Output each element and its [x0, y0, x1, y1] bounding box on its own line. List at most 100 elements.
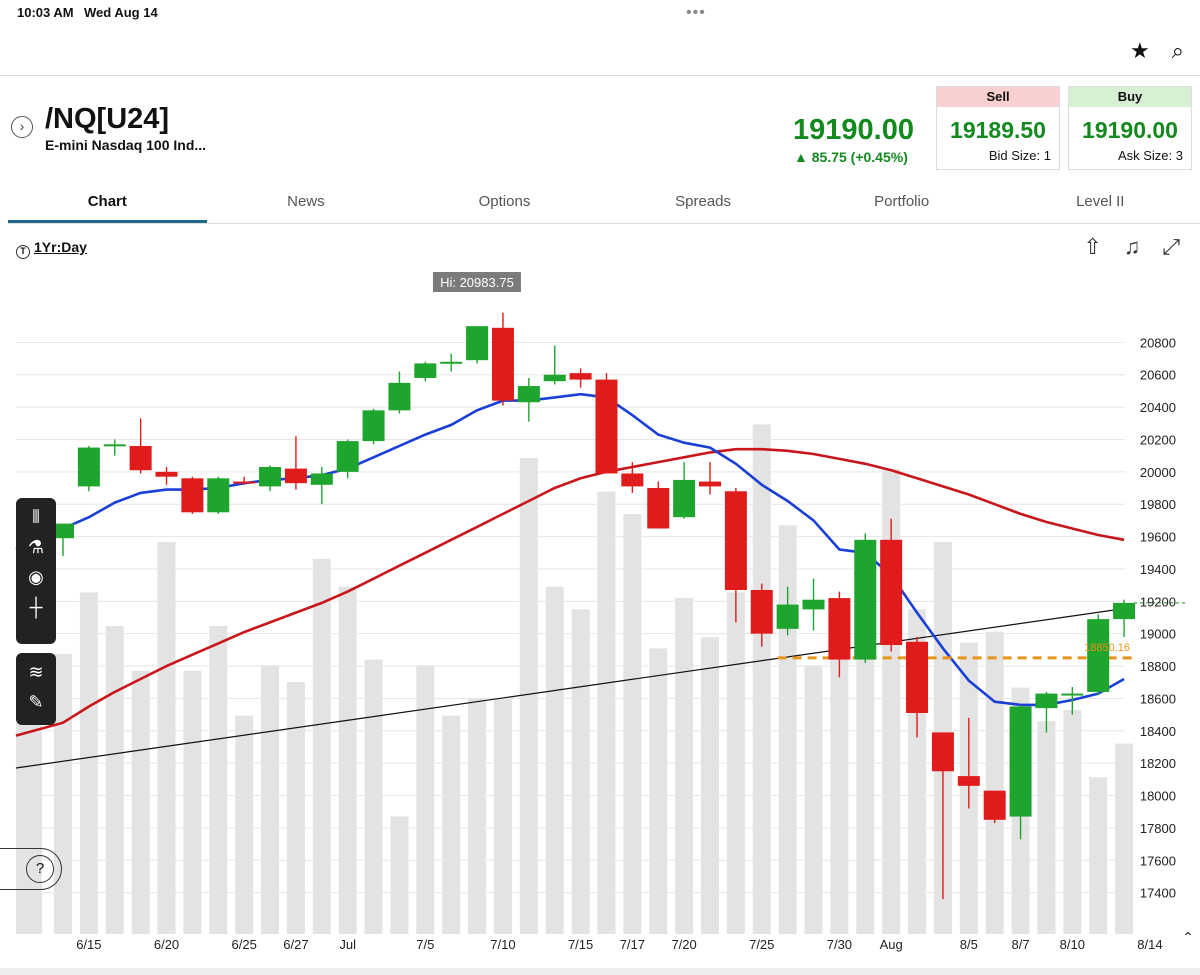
- date-axis-label: 8/5: [960, 937, 978, 952]
- date-axis-label: 7/5: [416, 937, 434, 952]
- candle-up: [1061, 693, 1084, 696]
- price-axis-label: 19600: [1140, 530, 1176, 545]
- candle-up: [802, 599, 825, 610]
- crosshair-icon[interactable]: ┼: [29, 597, 43, 617]
- volume-bar: [752, 424, 771, 934]
- volume-bar: [856, 609, 875, 934]
- tab-level-ii[interactable]: Level II: [1076, 193, 1125, 210]
- symbol-title: /NQ[U24]: [45, 103, 170, 135]
- header-divider: [0, 75, 1200, 76]
- date-axis-label: 8/10: [1060, 937, 1085, 952]
- candle-down: [491, 327, 514, 401]
- multitask-dots-icon[interactable]: •••: [686, 4, 706, 21]
- volume-bar: [597, 491, 616, 934]
- price-axis-label: 17400: [1140, 886, 1176, 901]
- tab-chart[interactable]: Chart: [8, 186, 207, 223]
- status-bar: 10:03 AM Wed Aug 14 •••: [0, 0, 1200, 26]
- date-axis-label: 6/20: [154, 937, 179, 952]
- alert-bell-icon[interactable]: ♫: [1123, 234, 1141, 259]
- candle-up: [673, 479, 696, 518]
- volume-bar: [1115, 743, 1134, 934]
- price-axis-label: 20200: [1140, 432, 1176, 447]
- volume-bar: [183, 670, 202, 934]
- volume-bar: [519, 458, 538, 934]
- date-axis-label: 7/20: [671, 937, 696, 952]
- volume-bar: [338, 586, 357, 934]
- chart-type-candles-icon[interactable]: ⫴: [32, 507, 40, 527]
- buy-quote-button[interactable]: Buy 19190.00 Ask Size: 3: [1068, 86, 1192, 170]
- price-axis-label: 20600: [1140, 368, 1176, 383]
- candle-down: [880, 539, 903, 646]
- chart-actions: ⇧ ♫ ⤢: [1083, 234, 1180, 260]
- volume-bar: [804, 665, 823, 934]
- sell-quote-button[interactable]: Sell 19189.50 Bid Size: 1: [936, 86, 1060, 170]
- candle-down: [284, 468, 307, 484]
- price-axis-label: 18400: [1140, 724, 1176, 739]
- volume-bar: [571, 609, 590, 934]
- candle-down: [595, 379, 618, 474]
- candle-down: [569, 373, 592, 380]
- price-axis-label: 19000: [1140, 627, 1176, 642]
- search-icon[interactable]: ⌕: [1171, 38, 1184, 63]
- candle-down: [233, 481, 256, 484]
- candle-up: [854, 539, 877, 660]
- candle-up: [1035, 693, 1058, 709]
- ask-price: 19190.00: [1082, 117, 1178, 143]
- watchlist-star-icon[interactable]: ★: [1129, 38, 1150, 63]
- volume-bar: [985, 631, 1004, 934]
- symbol-expand-chevron-icon[interactable]: ›: [11, 116, 33, 138]
- candle-up: [362, 410, 385, 442]
- price-chart[interactable]: 17400 17600 17800 18000 18200 18400 18600 18800…: [0, 262, 1200, 962]
- candle-up: [517, 386, 540, 403]
- ask-size: Ask Size: 3: [1117, 148, 1183, 163]
- bid-size: Bid Size: 1: [988, 148, 1051, 163]
- date-axis-label: 7/30: [827, 937, 852, 952]
- date-axis-label: 8/7: [1012, 937, 1030, 952]
- layers-icon[interactable]: ≋: [28, 662, 44, 682]
- date-axis-label: 6/25: [232, 937, 257, 952]
- candle-down: [828, 598, 851, 660]
- pencil-icon[interactable]: ✎: [28, 692, 44, 712]
- tab-portfolio[interactable]: Portfolio: [874, 193, 930, 210]
- volume-bar: [157, 542, 176, 934]
- volume-bar: [468, 698, 487, 934]
- share-icon[interactable]: ⇧: [1083, 234, 1102, 259]
- candle-up: [103, 444, 126, 447]
- candle-down: [724, 491, 747, 590]
- volume-bar: [261, 665, 280, 934]
- candle-down: [750, 589, 773, 634]
- help-icon: ?: [26, 855, 54, 883]
- volume-bar: [1063, 710, 1082, 934]
- candle-down: [647, 488, 670, 529]
- visibility-eye-icon[interactable]: ◉: [28, 567, 44, 587]
- studies-flask-icon[interactable]: ⚗: [27, 537, 45, 557]
- date-axis-label: 7/25: [749, 937, 774, 952]
- sell-label: Sell: [937, 87, 1059, 107]
- price-axis-label: 20800: [1140, 335, 1176, 350]
- tab-news[interactable]: News: [287, 193, 325, 210]
- date-axis-label: 7/10: [490, 937, 515, 952]
- candle-up: [336, 441, 359, 472]
- high-label: Hi: 20983.75: [440, 275, 514, 290]
- chart-range-selector[interactable]: T 1Yr:Day: [16, 239, 87, 259]
- status-date: Wed Aug 14: [84, 5, 158, 20]
- volume-bar: [54, 654, 72, 934]
- candle-up: [1087, 619, 1110, 692]
- chart-tools-panel: ⫴ ⚗ ◉ ┼: [16, 498, 56, 644]
- help-button[interactable]: ?: [0, 848, 62, 890]
- price-axis-label: 18800: [1140, 659, 1176, 674]
- price-change: ▲ 85.75 (+0.45%): [794, 149, 908, 165]
- bottom-scrollbar[interactable]: [0, 968, 1200, 975]
- tab-options[interactable]: Options: [478, 193, 531, 210]
- last-price: 19190.00: [793, 114, 914, 146]
- candle-up: [1009, 706, 1032, 817]
- candle-down: [155, 471, 178, 477]
- volume-bar: [416, 665, 435, 934]
- expand-icon[interactable]: ⤢: [1162, 234, 1180, 259]
- volume-bar: [1089, 777, 1108, 934]
- candles: [52, 312, 1136, 900]
- volume-bar: [701, 637, 719, 934]
- date-axis-label: Jul: [339, 937, 356, 952]
- volume-bar: [209, 626, 228, 934]
- tab-spreads[interactable]: Spreads: [675, 193, 732, 210]
